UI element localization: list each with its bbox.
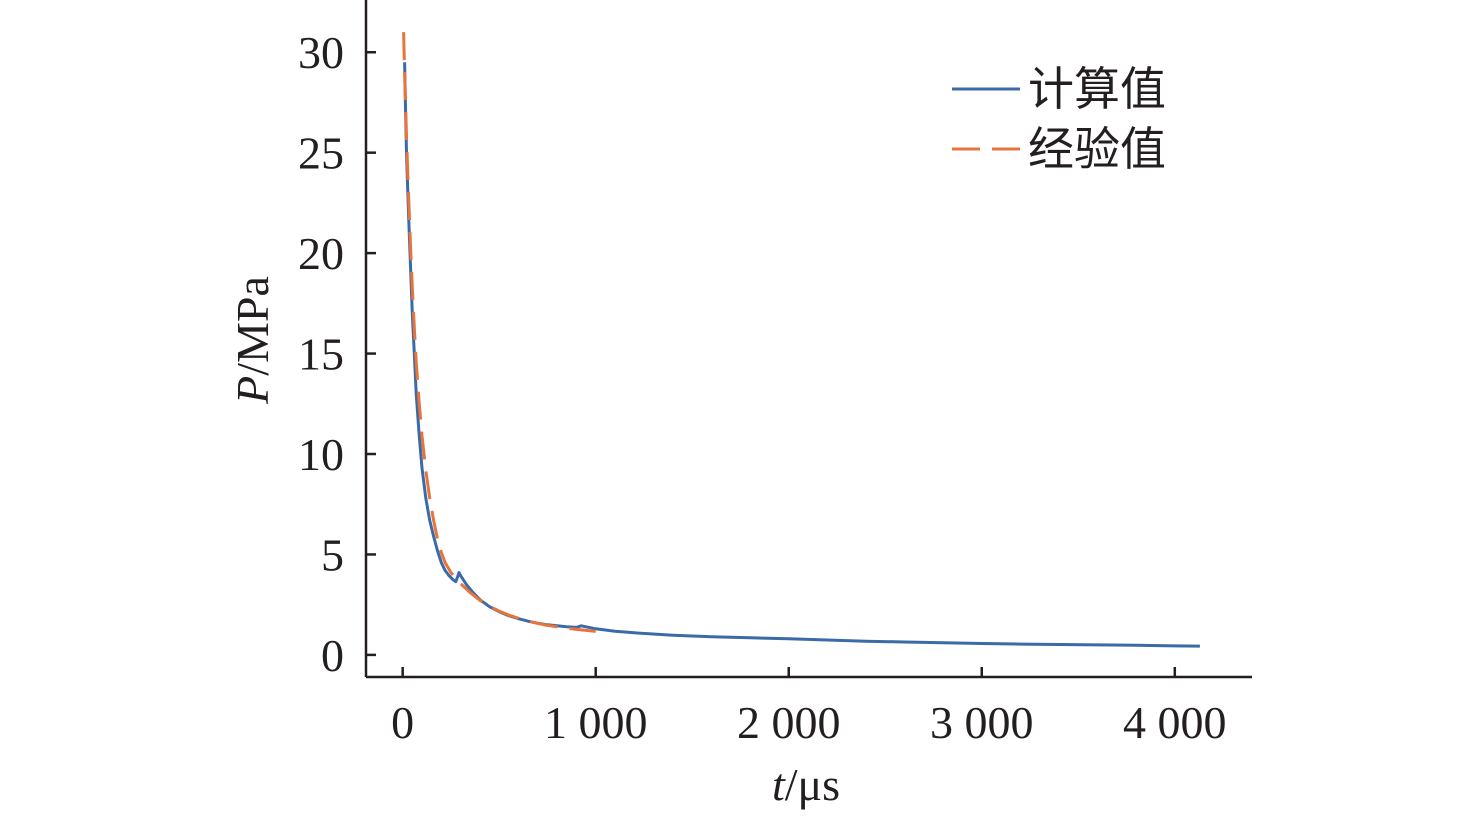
- y-axis-variable: P: [227, 376, 278, 405]
- x-tick-label: 4 000: [1123, 697, 1227, 748]
- x-axis-ticks: 0 1 000 2 000 3 000 4 000: [391, 667, 1227, 748]
- series-line-empirical: [402, 32, 596, 633]
- y-tick-label: 0: [321, 630, 344, 681]
- legend-label-empirical: 经验值: [1028, 122, 1166, 176]
- x-tick-label: 3 000: [930, 697, 1034, 748]
- x-axis-variable: t: [772, 759, 786, 810]
- axes: 0 1 000 2 000 3 000 4 000 0 5 10 15 20 25 30: [298, 0, 1252, 748]
- y-tick-label: 25: [298, 128, 344, 179]
- legend-label-computed: 计算值: [1028, 62, 1166, 116]
- y-tick-label: 30: [298, 27, 344, 78]
- y-axis-unit: /MPa: [227, 276, 278, 376]
- x-tick-label: 0: [391, 697, 414, 748]
- plot-series: [402, 32, 1200, 648]
- y-axis-ticks: 0 5 10 15 20 25 30: [298, 27, 376, 681]
- legend: 计算值 经验值: [952, 62, 1166, 176]
- y-tick-label: 5: [321, 529, 344, 580]
- x-axis-unit: /μs: [785, 759, 840, 810]
- y-tick-label: 15: [298, 329, 344, 380]
- x-axis-title: t/μs: [772, 759, 840, 810]
- x-tick-label: 1 000: [544, 697, 648, 748]
- x-tick-label: 2 000: [737, 697, 841, 748]
- y-axis-title: P/MPa: [227, 276, 278, 405]
- y-tick-label: 10: [298, 429, 344, 480]
- y-tick-label: 20: [298, 228, 344, 279]
